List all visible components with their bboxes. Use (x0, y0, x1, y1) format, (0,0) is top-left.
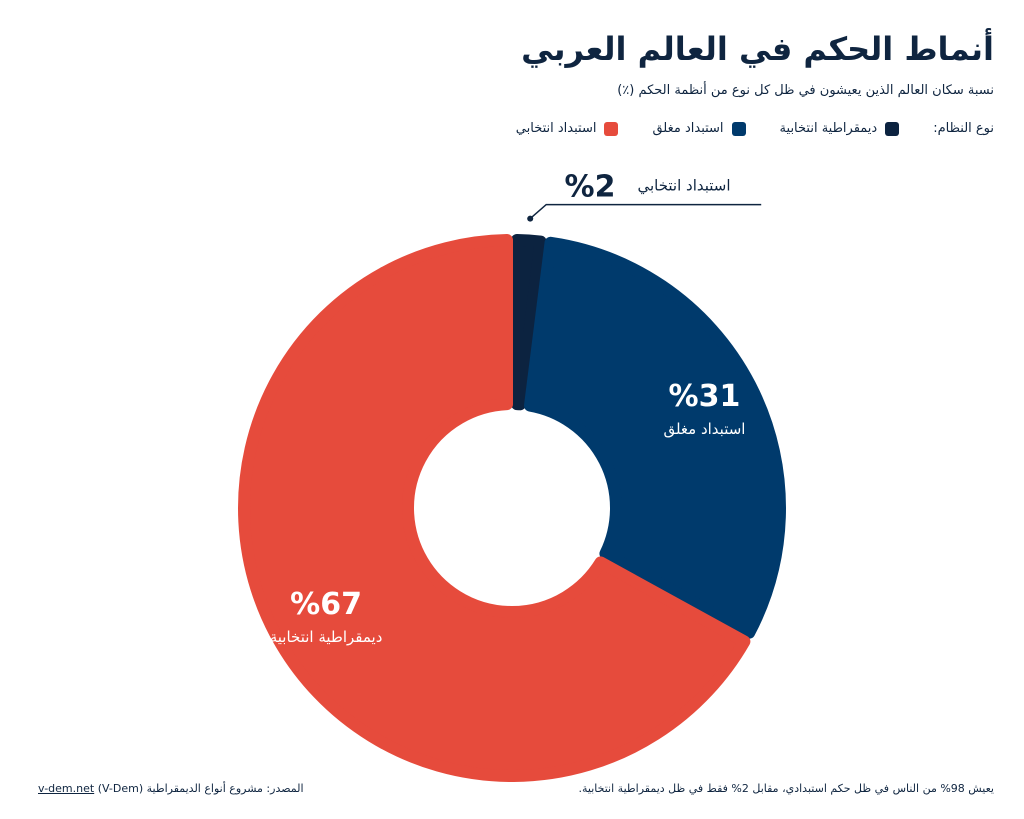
slice-category-label: استبداد مغلق (663, 420, 745, 438)
callout-dot (527, 215, 534, 222)
source-text: المصدر: مشروع أنواع الديمقراطية (V-Dem) (97, 782, 304, 795)
legend-item-electoral-democracy: ديمقراطية انتخابية (780, 121, 900, 136)
slice-closed-autocracy (523, 236, 786, 639)
legend: نوع النظام: ديمقراطية انتخابية استبداد م… (516, 121, 994, 136)
slice-electoral-democracy (238, 234, 751, 782)
legend-item-closed-autocracy: استبداد مغلق (652, 121, 746, 136)
chart-title: أنماط الحكم في العالم العربي (521, 30, 994, 68)
source-link[interactable]: v-dem.net (38, 782, 95, 795)
chart-subtitle: نسبة سكان العالم الذين يعيشون في ظل كل ن… (617, 83, 994, 98)
legend-label: استبداد انتخابي (515, 121, 597, 136)
slice-category-label: ديمقراطية انتخابية (270, 628, 383, 646)
legend-swatch (731, 121, 746, 136)
legend-label: ديمقراطية انتخابية (779, 121, 878, 136)
legend-label: استبداد مغلق (652, 121, 724, 136)
footer-note: يعيش 98% من الناس في ظل حكم استبدادي، مق… (578, 782, 994, 795)
legend-item-electoral-autocracy: استبداد انتخابي (516, 121, 619, 136)
callout-value-label: %2 (565, 170, 616, 205)
slice-electoral-autocracy (510, 234, 547, 411)
slice-value-label: %67 (290, 587, 362, 622)
legend-title: نوع النظام: (933, 121, 994, 136)
legend-swatch (885, 121, 900, 136)
callout-line (529, 203, 762, 220)
footer-source: المصدر: مشروع أنواع الديمقراطية (V-Dem) … (38, 782, 304, 795)
callout-category-label: استبداد انتخابي (637, 177, 730, 196)
slice-value-label: %31 (669, 379, 741, 414)
legend-swatch (604, 121, 619, 136)
